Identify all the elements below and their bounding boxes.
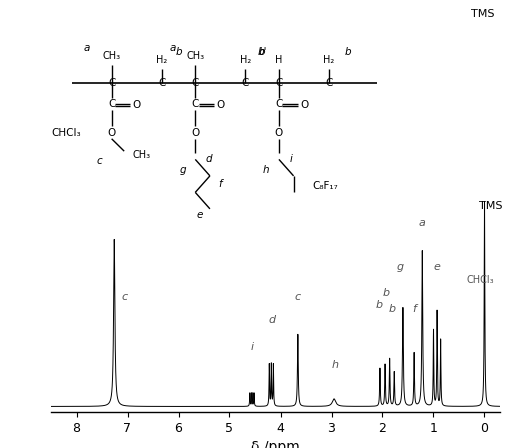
Text: CH₃: CH₃ bbox=[102, 52, 121, 61]
Text: C: C bbox=[108, 99, 115, 109]
Text: O: O bbox=[191, 128, 199, 138]
Text: h: h bbox=[331, 361, 338, 370]
Text: c: c bbox=[122, 292, 128, 302]
Text: i: i bbox=[250, 341, 253, 352]
Text: i: i bbox=[289, 155, 292, 164]
Text: C: C bbox=[108, 78, 115, 88]
Text: H₂: H₂ bbox=[156, 56, 167, 65]
Text: TMS: TMS bbox=[478, 201, 502, 211]
Text: O: O bbox=[107, 128, 116, 138]
Text: h: h bbox=[263, 165, 269, 175]
Text: d: d bbox=[205, 155, 212, 164]
Text: e: e bbox=[433, 262, 440, 272]
Text: a: a bbox=[169, 43, 175, 53]
Text: b': b' bbox=[257, 47, 266, 57]
Text: CH₃: CH₃ bbox=[132, 150, 150, 160]
Text: f: f bbox=[412, 304, 416, 314]
Text: H: H bbox=[275, 56, 282, 65]
Text: CH₃: CH₃ bbox=[186, 52, 204, 61]
Text: O: O bbox=[216, 99, 224, 110]
Text: a: a bbox=[418, 218, 425, 228]
Text: g: g bbox=[396, 262, 403, 272]
Text: b: b bbox=[344, 47, 351, 57]
Text: O: O bbox=[299, 99, 307, 110]
Text: b: b bbox=[382, 289, 389, 298]
Text: a: a bbox=[83, 43, 90, 53]
Text: c: c bbox=[294, 292, 300, 302]
Text: b: b bbox=[175, 47, 182, 57]
Text: d: d bbox=[268, 315, 275, 325]
Text: C: C bbox=[275, 99, 282, 109]
Text: b: b bbox=[387, 304, 394, 314]
Text: f: f bbox=[218, 179, 222, 189]
Text: H₂: H₂ bbox=[239, 56, 250, 65]
Text: b: b bbox=[375, 300, 382, 310]
Text: C: C bbox=[241, 78, 249, 88]
X-axis label: δ /ppm: δ /ppm bbox=[250, 440, 299, 448]
Text: C: C bbox=[275, 78, 282, 88]
Text: c: c bbox=[96, 156, 102, 167]
Text: b: b bbox=[259, 47, 265, 57]
Text: g: g bbox=[179, 165, 186, 175]
Text: C: C bbox=[191, 99, 199, 109]
Text: O: O bbox=[132, 99, 140, 110]
Text: CHCl₃: CHCl₃ bbox=[51, 128, 80, 138]
Text: O: O bbox=[274, 128, 282, 138]
Text: C: C bbox=[325, 78, 332, 88]
Text: C: C bbox=[158, 78, 165, 88]
Text: CHCl₃: CHCl₃ bbox=[466, 275, 493, 285]
Text: TMS: TMS bbox=[470, 9, 494, 19]
Text: C: C bbox=[191, 78, 199, 88]
Text: H₂: H₂ bbox=[323, 56, 334, 65]
Text: C₈F₁₇: C₈F₁₇ bbox=[312, 181, 337, 191]
Text: e: e bbox=[196, 210, 202, 220]
